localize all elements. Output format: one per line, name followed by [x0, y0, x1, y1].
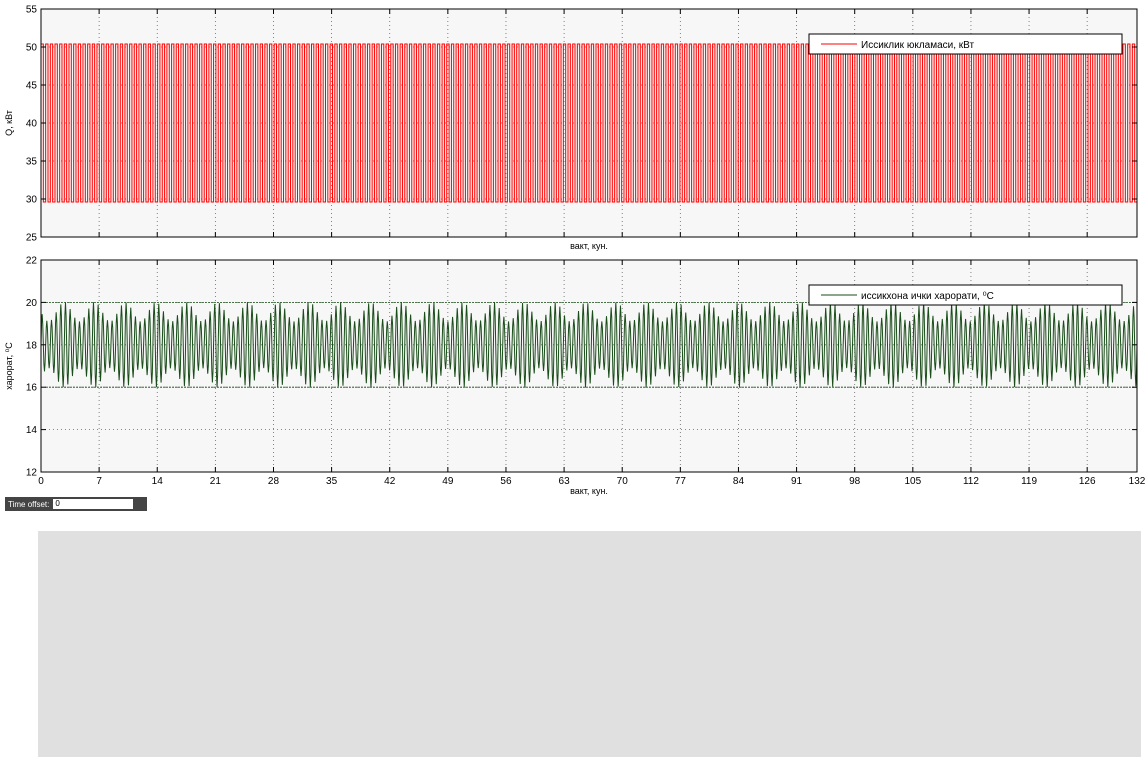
- y-tick-label: 12: [26, 468, 38, 479]
- y-axis-label: Q, кВт: [4, 110, 14, 136]
- y-tick-label: 55: [26, 5, 38, 16]
- x-tick-label: 56: [500, 476, 512, 487]
- x-tick-label: 35: [326, 476, 338, 487]
- x-tick-label: 28: [268, 476, 280, 487]
- x-tick-label: 0: [38, 476, 44, 487]
- x-tick-label: 70: [617, 476, 629, 487]
- y-tick-label: 50: [26, 43, 38, 54]
- outside-temperature-figure: 0714212835424956637077849198105112119126…: [38, 531, 1141, 757]
- scope-window: 25 30 35 40 45 50 55 вакт, кун. Q, кВт Иссиклик ю…: [4, 5, 1145, 497]
- time-offset-value: 0: [53, 499, 134, 509]
- y-tick-label: 35: [26, 157, 38, 168]
- plot-frame: [40, 259, 1138, 473]
- y-tick-label: 20: [26, 298, 38, 309]
- y-tick-label: 45: [26, 81, 38, 92]
- inside-temperature-chart: 0 7 14 21 28 35 42 49 56 63 70 77 84 91 98 105 112 119 126…: [4, 256, 1145, 497]
- series-line: [41, 302, 1137, 472]
- x-axis-label: вакт, кун.: [570, 241, 608, 251]
- legend-box: [808, 284, 1123, 306]
- x-tick-label: 49: [442, 476, 454, 487]
- x-tick-label: 42: [384, 476, 396, 487]
- y-tick-label: 16: [26, 383, 38, 394]
- x-tick-label: 91: [791, 476, 803, 487]
- y-tick-label: 30: [26, 195, 38, 206]
- y-tick-label: 40: [26, 119, 38, 130]
- x-tick-label: 126: [1079, 476, 1096, 487]
- series-line: [41, 43, 1137, 203]
- y-tick-label: 22: [26, 256, 38, 267]
- heat-load-chart: 25 30 35 40 45 50 55 вакт, кун. Q, кВт Иссиклик ю…: [4, 5, 1138, 251]
- x-tick-label: 7: [96, 476, 102, 487]
- y-tick-label: 25: [26, 233, 38, 244]
- y-tick-label: 14: [26, 425, 38, 436]
- x-tick-label: 84: [733, 476, 745, 487]
- x-axis-label: вакт, кун.: [570, 486, 608, 496]
- time-offset-bar: Time offset: 0: [5, 497, 147, 511]
- x-tick-label: 132: [1129, 476, 1145, 487]
- legend: Иссиклик юкламаси, кВт: [808, 33, 1123, 55]
- legend-box: [808, 33, 1123, 55]
- legend: иссикхона ички харорати, ⁰С: [808, 284, 1123, 306]
- x-tick-label: 21: [210, 476, 222, 487]
- figure-background: [38, 531, 1141, 757]
- time-offset-label: Time offset:: [8, 499, 50, 509]
- x-tick-label: 105: [904, 476, 921, 487]
- x-tick-label: 119: [1021, 476, 1037, 487]
- x-tick-label: 98: [849, 476, 861, 487]
- x-tick-label: 112: [963, 476, 979, 487]
- y-axis-label: харорат, ⁰С: [4, 342, 14, 390]
- legend-label: иссикхона ички харорати, ⁰С: [861, 291, 994, 302]
- legend-label: Иссиклик юкламаси, кВт: [861, 40, 975, 51]
- y-tick-label: 18: [26, 340, 38, 351]
- x-tick-label: 77: [675, 476, 687, 487]
- x-tick-label: 63: [559, 476, 571, 487]
- x-tick-label: 14: [152, 476, 164, 487]
